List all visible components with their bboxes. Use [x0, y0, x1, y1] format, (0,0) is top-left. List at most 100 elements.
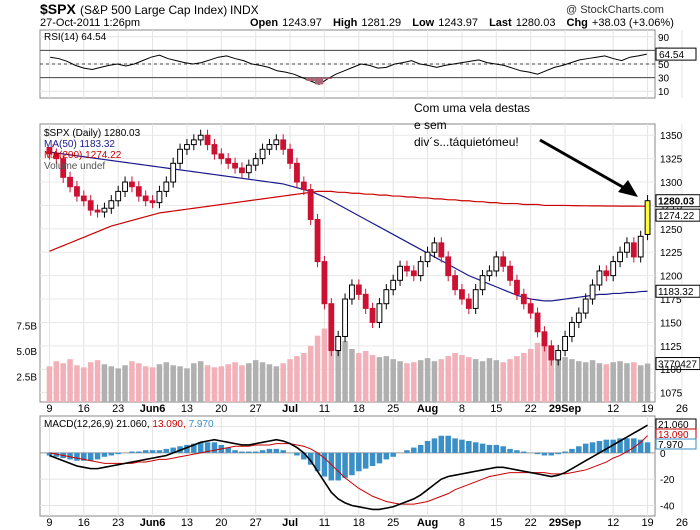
candle-body — [548, 345, 555, 361]
macd-plot — [46, 424, 651, 511]
quote-last-value: 1280.03 — [516, 17, 556, 29]
macd-legend-value: 21.060, — [116, 419, 149, 430]
macd-histogram-bar — [404, 450, 410, 453]
macd-histogram-bar — [53, 452, 60, 457]
volume-last-label: 3770427 — [658, 360, 697, 371]
x-tick-label: 27 — [250, 403, 262, 415]
macd-histogram-bar — [521, 451, 527, 453]
macd-histogram-bar — [486, 444, 493, 453]
x-tick-label: 13 — [181, 403, 193, 415]
x-tick-label: 11 — [319, 403, 330, 415]
volume-bar — [177, 366, 183, 402]
macd-histogram-bar — [631, 438, 637, 453]
candle-body — [534, 312, 541, 333]
candle-body — [314, 218, 321, 263]
candle-body — [280, 139, 287, 150]
macd-histogram-bar — [356, 452, 362, 472]
macd-histogram-bar — [507, 448, 513, 453]
candle-body — [232, 162, 238, 169]
macd-histogram-bar — [67, 452, 73, 460]
macd-histogram-bar — [46, 452, 53, 456]
x-tick-label: 19 — [641, 403, 653, 415]
x-tick-label: Jun6 — [140, 403, 166, 415]
volume-bar — [156, 364, 163, 402]
candle-body — [445, 256, 452, 277]
candle-body — [424, 251, 431, 263]
rsi-oversold-fill — [323, 77, 332, 79]
macd-histogram-bar — [314, 452, 321, 472]
candle-body — [479, 275, 486, 291]
volume-bar — [369, 355, 376, 402]
x-tick-label: 22 — [525, 403, 537, 415]
candle-body — [163, 181, 170, 192]
macd-histogram-bar — [466, 441, 472, 453]
macd-histogram-bar — [259, 450, 266, 453]
macd-histogram-bar — [280, 450, 286, 453]
candle-body — [300, 181, 307, 191]
volume-bar — [452, 353, 458, 402]
candle-body — [177, 148, 183, 164]
candle-body — [452, 275, 458, 291]
macd-histogram-bar — [252, 451, 259, 453]
rsi-tick-label: 50 — [658, 60, 670, 71]
volume-bar — [569, 359, 575, 402]
volume-bar — [644, 363, 651, 402]
volume-bar — [562, 357, 568, 402]
volume-bar — [335, 345, 341, 402]
candle-body — [383, 289, 390, 305]
x-tick-label-macd: Aug — [417, 517, 438, 529]
volume-bar — [94, 360, 101, 402]
price-tick-label: 1250 — [660, 225, 683, 236]
legend-volume: Volume undef — [44, 161, 105, 172]
legend-ma200: MA(200) 1274.22 — [44, 150, 122, 161]
price-tick-label: 1300 — [660, 178, 683, 189]
rsi-tick-label: 10 — [658, 87, 670, 98]
annotation-line-2: e sem — [414, 118, 447, 132]
x-tick-label: 8 — [459, 403, 465, 415]
macd-histogram-bar — [142, 450, 149, 453]
x-tick-label: 16 — [78, 403, 90, 415]
volume-bar — [424, 358, 431, 402]
x-tick-label-macd: 29Sep — [549, 517, 582, 529]
volume-bar — [596, 363, 603, 402]
candle-body — [218, 153, 225, 160]
x-tick-label: 18 — [353, 403, 365, 415]
macd-histogram-bar — [610, 439, 616, 453]
candle-body — [239, 167, 245, 174]
volume-bar — [479, 361, 486, 402]
candle-body — [335, 335, 342, 352]
macd-signal-line — [49, 435, 648, 505]
candle-body — [596, 270, 603, 286]
candle-body — [211, 144, 218, 155]
macd-legend-name: MACD(12,26,9) — [44, 419, 113, 430]
volume-bar — [555, 355, 561, 402]
volume-bar — [259, 362, 266, 402]
macd-histogram-bar — [94, 452, 101, 460]
macd-histogram-bar — [156, 450, 163, 453]
macd-histogram-bar — [294, 452, 300, 456]
macd-histogram-bar — [191, 443, 197, 453]
volume-bar — [617, 361, 623, 402]
volume-bar — [321, 328, 328, 402]
candle-body — [493, 256, 500, 272]
macd-histogram-bar — [500, 446, 506, 453]
volume-bar — [211, 367, 218, 402]
candle-body — [67, 176, 73, 188]
volume-bar — [411, 362, 417, 402]
volume-bar — [417, 360, 424, 402]
volume-bar — [53, 361, 60, 402]
macd-legend: MACD(12,26,9) 21.060, 13.090, 7.970 — [44, 419, 214, 430]
rsi-last-label: 64.54 — [659, 50, 684, 61]
macd-legend-signal: 13.090, — [152, 419, 185, 430]
volume-bar — [438, 359, 445, 402]
candle-body — [135, 186, 142, 197]
price-tick-label: 1225 — [660, 248, 683, 259]
candle-body — [204, 134, 211, 146]
macd-histogram-bar — [603, 439, 610, 453]
x-tick-label: 9 — [46, 403, 52, 415]
macd-histogram-bar — [445, 435, 451, 453]
rsi-oversold-fill — [314, 77, 324, 85]
price-tick-label: 1125 — [660, 342, 682, 353]
candle-body — [630, 242, 637, 258]
macd-histogram-bar — [569, 448, 575, 453]
